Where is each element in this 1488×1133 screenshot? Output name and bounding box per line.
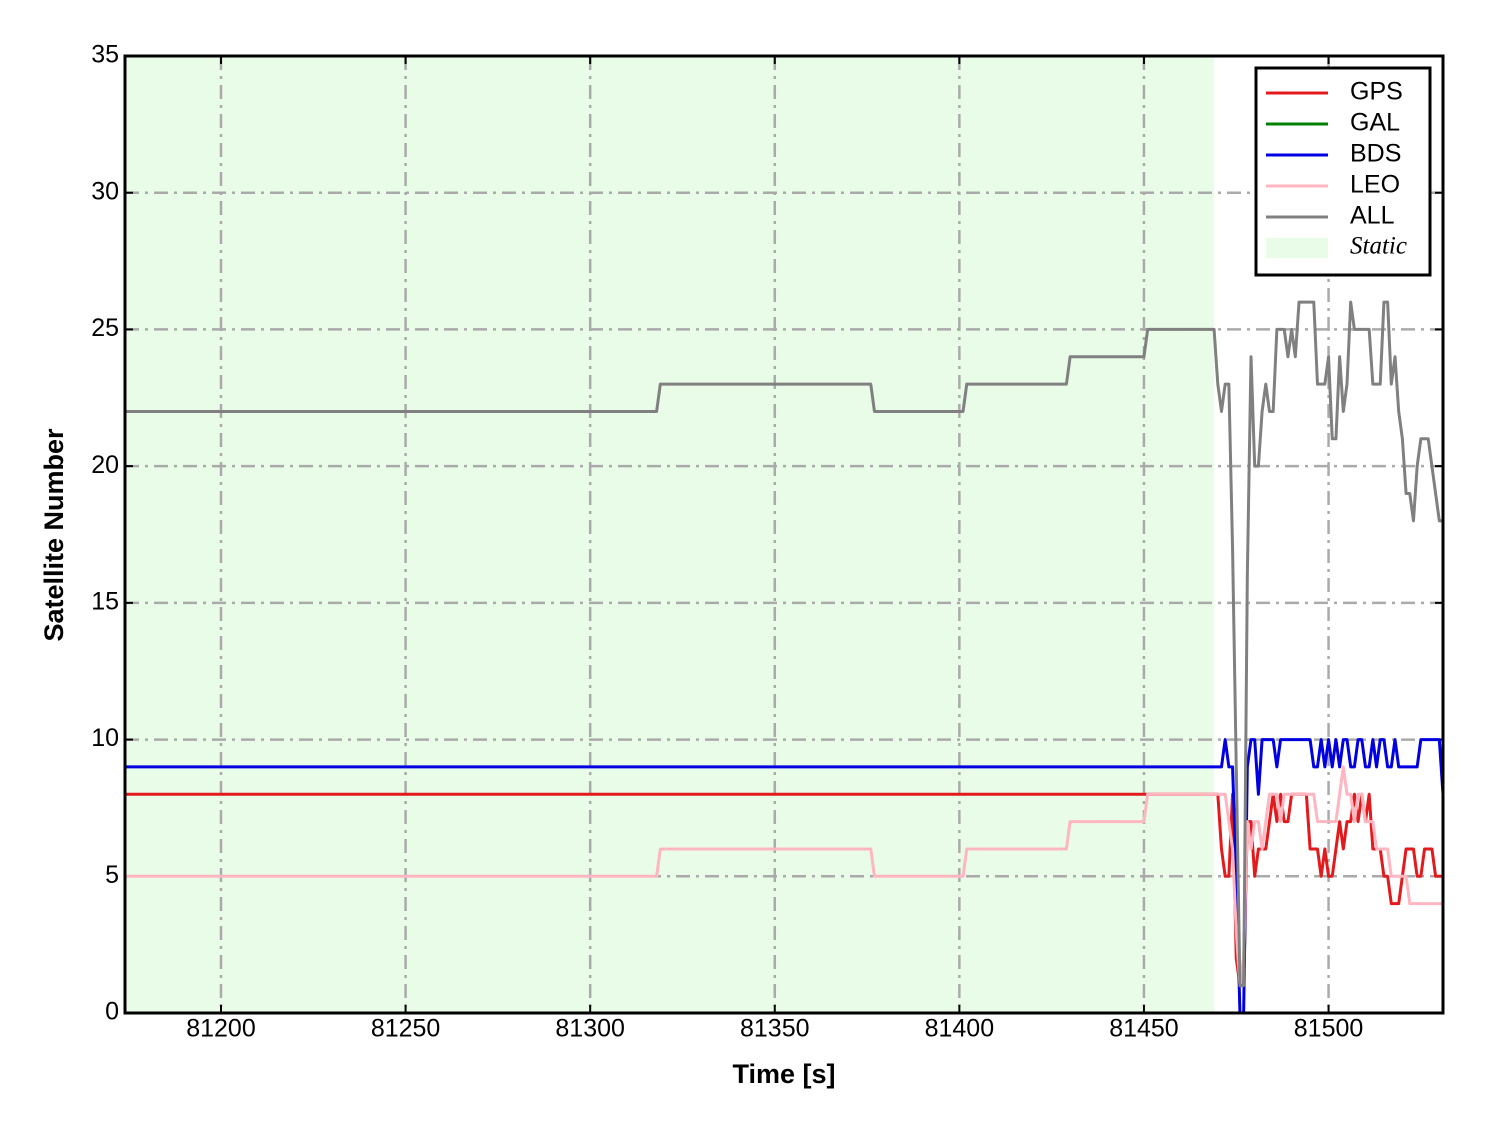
x-tick-label: 81500: [1294, 1015, 1364, 1043]
series-line: [125, 300, 1443, 988]
static-region: [125, 56, 1215, 1013]
y-tick-label: 15: [91, 587, 119, 615]
legend-label: Static: [1350, 233, 1407, 260]
y-tick-label: 10: [91, 724, 119, 752]
legend-swatch: [1266, 238, 1328, 258]
x-tick-label: 81450: [1109, 1015, 1179, 1043]
y-tick-label: 20: [91, 451, 119, 479]
legend-label: BDS: [1350, 140, 1401, 168]
y-tick-label: 25: [91, 314, 119, 342]
x-tick-label: 81400: [925, 1015, 995, 1043]
legend-label: GAL: [1350, 109, 1400, 137]
series-line: [125, 765, 1443, 988]
x-tick-label: 81200: [186, 1015, 256, 1043]
plot-frame: [123, 54, 1445, 1015]
legend-label: GPS: [1350, 78, 1403, 106]
legend-label: ALL: [1350, 202, 1395, 230]
x-tick-label: 81350: [740, 1015, 810, 1043]
y-axis-title: Satellite Number: [39, 428, 69, 642]
y-tick-label: 35: [91, 41, 119, 69]
series-line: [125, 792, 1443, 988]
y-tick-label: 0: [105, 998, 119, 1026]
x-tick-label: 81300: [555, 1015, 625, 1043]
x-axis-title: Time [s]: [732, 1059, 835, 1089]
series-line: [125, 738, 1445, 1015]
y-tick-label: 30: [91, 177, 119, 205]
legend-label: LEO: [1350, 171, 1400, 199]
y-tick-label: 5: [105, 861, 119, 889]
legend: GPS GAL BDS LEO ALL Static: [1254, 66, 1432, 277]
x-tick-label: 81250: [371, 1015, 441, 1043]
